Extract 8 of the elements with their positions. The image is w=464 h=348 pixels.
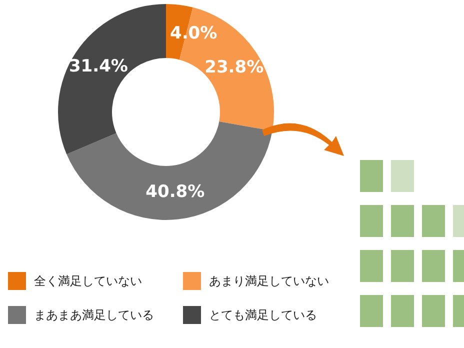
- legend-label: まあまあ満足している: [34, 306, 154, 324]
- legend-label: 全く満足していない: [34, 272, 142, 290]
- legend-label: とても満足している: [209, 306, 317, 324]
- data-label: 4.0%: [170, 24, 218, 44]
- data-label: 23.8%: [204, 58, 264, 78]
- legend-label: あまり満足していない: [209, 272, 329, 290]
- data-label: 31.4%: [68, 56, 128, 77]
- data-label: 40.8%: [146, 182, 205, 202]
